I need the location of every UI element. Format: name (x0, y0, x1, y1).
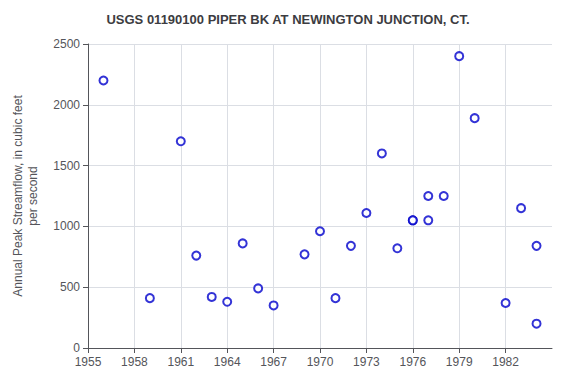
svg-text:0: 0 (73, 341, 80, 355)
svg-text:1955: 1955 (75, 355, 102, 369)
svg-text:2500: 2500 (53, 37, 80, 51)
svg-text:1973: 1973 (353, 355, 380, 369)
svg-text:1958: 1958 (121, 355, 148, 369)
svg-text:1976: 1976 (399, 355, 426, 369)
svg-text:2000: 2000 (53, 98, 80, 112)
svg-text:1970: 1970 (307, 355, 334, 369)
svg-text:1967: 1967 (260, 355, 287, 369)
svg-text:1500: 1500 (53, 159, 80, 173)
svg-text:USGS 01190100 PIPER BK AT NEWI: USGS 01190100 PIPER BK AT NEWINGTON JUNC… (106, 12, 469, 27)
svg-text:500: 500 (60, 280, 80, 294)
svg-text:1964: 1964 (214, 355, 241, 369)
svg-text:1000: 1000 (53, 219, 80, 233)
svg-text:1979: 1979 (446, 355, 473, 369)
svg-text:Annual Peak Streamflow, in cub: Annual Peak Streamflow, in cubic feet (11, 95, 25, 297)
svg-text:1982: 1982 (492, 355, 519, 369)
svg-text:1961: 1961 (167, 355, 194, 369)
svg-text:per second: per second (26, 166, 40, 225)
